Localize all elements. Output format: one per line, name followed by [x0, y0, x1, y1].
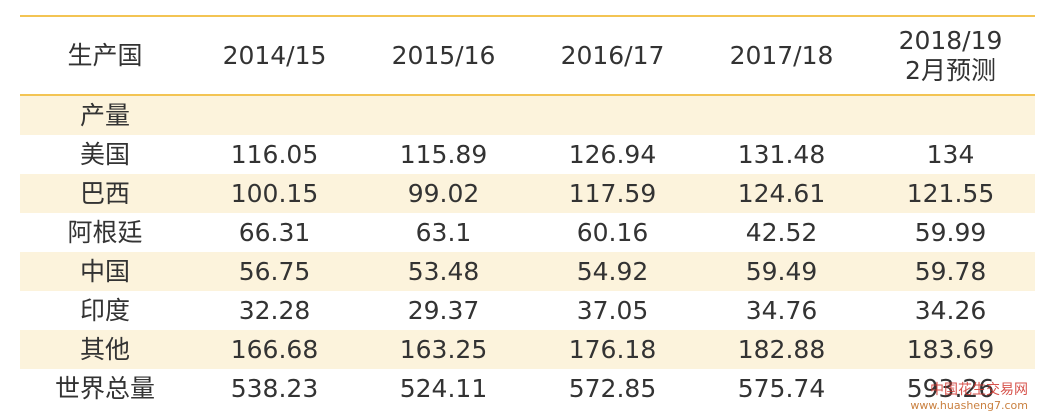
header-line: 2018/19: [898, 25, 1003, 55]
data-cell: 121.55: [866, 174, 1035, 213]
row-label: 其他: [20, 330, 190, 369]
watermark-name: 中国花生交易网: [930, 382, 1028, 398]
header-cell: 2015/16: [359, 15, 528, 96]
data-cell: 538.23: [230, 373, 319, 403]
data-cell: 124.61: [697, 174, 866, 213]
data-cell: 56.75: [190, 252, 359, 291]
data-cell: 575.74: [737, 373, 826, 403]
empty-cell: [190, 95, 359, 135]
data-cell: 59.78: [866, 252, 1035, 291]
row-label: 中国: [20, 252, 190, 291]
data-cell: 117.59: [528, 174, 697, 213]
data-cell: 100.15: [190, 174, 359, 213]
row-label: 巴西: [20, 174, 190, 213]
data-cell: 63.1: [415, 217, 472, 247]
data-cell: 126.94: [568, 139, 657, 169]
data-cell: 34.26: [914, 295, 987, 325]
data-row: 世界总量 538.23 524.11 572.85 575.74 593.26: [20, 369, 1035, 408]
data-cell: 572.85: [568, 373, 657, 403]
watermark-url: www.huasheng7.com: [910, 399, 1028, 412]
row-label: 印度: [79, 295, 130, 325]
data-cell: 54.92: [528, 252, 697, 291]
data-cell: 29.37: [407, 295, 480, 325]
header-cell: 生产国: [20, 15, 190, 96]
data-cell: 53.48: [359, 252, 528, 291]
data-cell: 593.26: [906, 373, 995, 403]
data-row: 印度 32.28 29.37 37.05 34.76 34.26: [20, 291, 1035, 330]
data-row: 中国 56.75 53.48 54.92 59.49 59.78: [20, 252, 1035, 291]
data-cell: 176.18: [528, 330, 697, 369]
data-cell: 59.49: [697, 252, 866, 291]
data-cell: 116.05: [230, 139, 319, 169]
section-label: 产量: [20, 95, 190, 135]
watermark: 中国花生交易网 www.huasheng7.com: [910, 382, 1028, 414]
data-cell: 66.31: [238, 217, 311, 247]
header-cell: 2014/15: [190, 15, 359, 96]
data-cell: 99.02: [359, 174, 528, 213]
data-row: 其他 166.68 163.25 176.18 182.88 183.69: [20, 330, 1035, 369]
data-cell: 134: [926, 139, 975, 169]
empty-cell: [359, 95, 528, 135]
data-row: 美国 116.05 115.89 126.94 131.48 134: [20, 135, 1035, 174]
data-cell: 34.76: [745, 295, 818, 325]
row-label: 世界总量: [54, 373, 155, 403]
empty-cell: [528, 95, 697, 135]
data-cell: 182.88: [697, 330, 866, 369]
data-cell: 163.25: [359, 330, 528, 369]
data-table: 生产国 2014/15 2015/16 2016/17 2017/18 2018/19 2月…: [20, 15, 1035, 408]
data-row: 巴西 100.15 99.02 117.59 124.61 121.55: [20, 174, 1035, 213]
header-line: 2月预测: [905, 55, 996, 85]
data-cell: 37.05: [576, 295, 649, 325]
data-cell: 183.69: [866, 330, 1035, 369]
header-row: 生产国 2014/15 2015/16 2016/17 2017/18 2018/19 2月…: [20, 15, 1035, 96]
data-cell: 131.48: [737, 139, 826, 169]
section-row: 产量: [20, 95, 1035, 135]
row-label: 阿根廷: [67, 217, 143, 247]
data-cell: 60.16: [576, 217, 649, 247]
row-label: 美国: [79, 139, 130, 169]
data-cell: 166.68: [190, 330, 359, 369]
header-cell: 2018/19 2月预测: [866, 15, 1035, 96]
empty-cell: [866, 95, 1035, 135]
header-cell: 2016/17: [528, 15, 697, 96]
data-row: 阿根廷 66.31 63.1 60.16 42.52 59.99: [20, 213, 1035, 252]
data-cell: 42.52: [745, 217, 818, 247]
empty-cell: [697, 95, 866, 135]
header-cell: 2017/18: [697, 15, 866, 96]
data-cell: 115.89: [399, 139, 488, 169]
data-cell: 32.28: [238, 295, 311, 325]
data-cell: 524.11: [399, 373, 488, 403]
data-cell: 59.99: [914, 217, 987, 247]
